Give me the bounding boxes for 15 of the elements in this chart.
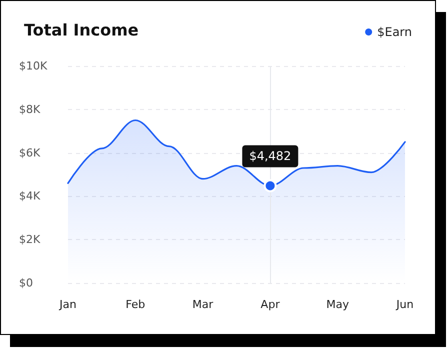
x-tick-label: May xyxy=(326,298,350,311)
y-tick-label: $8K xyxy=(19,102,41,116)
y-tick-label: $10K xyxy=(19,60,48,72)
x-tick-label: Apr xyxy=(260,298,280,311)
y-tick-label: $4K xyxy=(19,190,41,203)
y-tick-label: $2K xyxy=(19,233,41,246)
annotation: $4,482 xyxy=(249,149,292,164)
x-tick-label: Jan xyxy=(58,298,76,311)
x-tick-label: Mar xyxy=(192,298,214,311)
y-tick-label: $6K xyxy=(19,146,41,160)
x-tick-label: Jun xyxy=(395,298,414,311)
chart-title: Total Income xyxy=(24,20,139,40)
legend-label: $Earn xyxy=(377,25,412,39)
x-tick-label: Feb xyxy=(126,298,146,311)
y-tick-label: $0 xyxy=(19,276,33,290)
